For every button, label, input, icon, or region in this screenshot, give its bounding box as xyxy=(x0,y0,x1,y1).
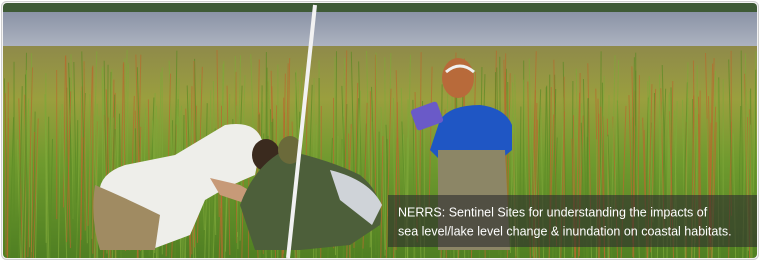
banner: NERRS: Sentinel Sites for understanding … xyxy=(0,0,760,263)
caption-box xyxy=(388,195,757,247)
person-head xyxy=(442,58,474,98)
photo: NERRS: Sentinel Sites for understanding … xyxy=(3,3,757,258)
caption-line: NERRS: Sentinel Sites for understanding … xyxy=(398,205,708,219)
page: NERRS: Sentinel Sites for understanding … xyxy=(0,0,760,263)
caption-line: sea level/lake level change & inundation… xyxy=(398,224,732,238)
treeline xyxy=(3,3,757,13)
